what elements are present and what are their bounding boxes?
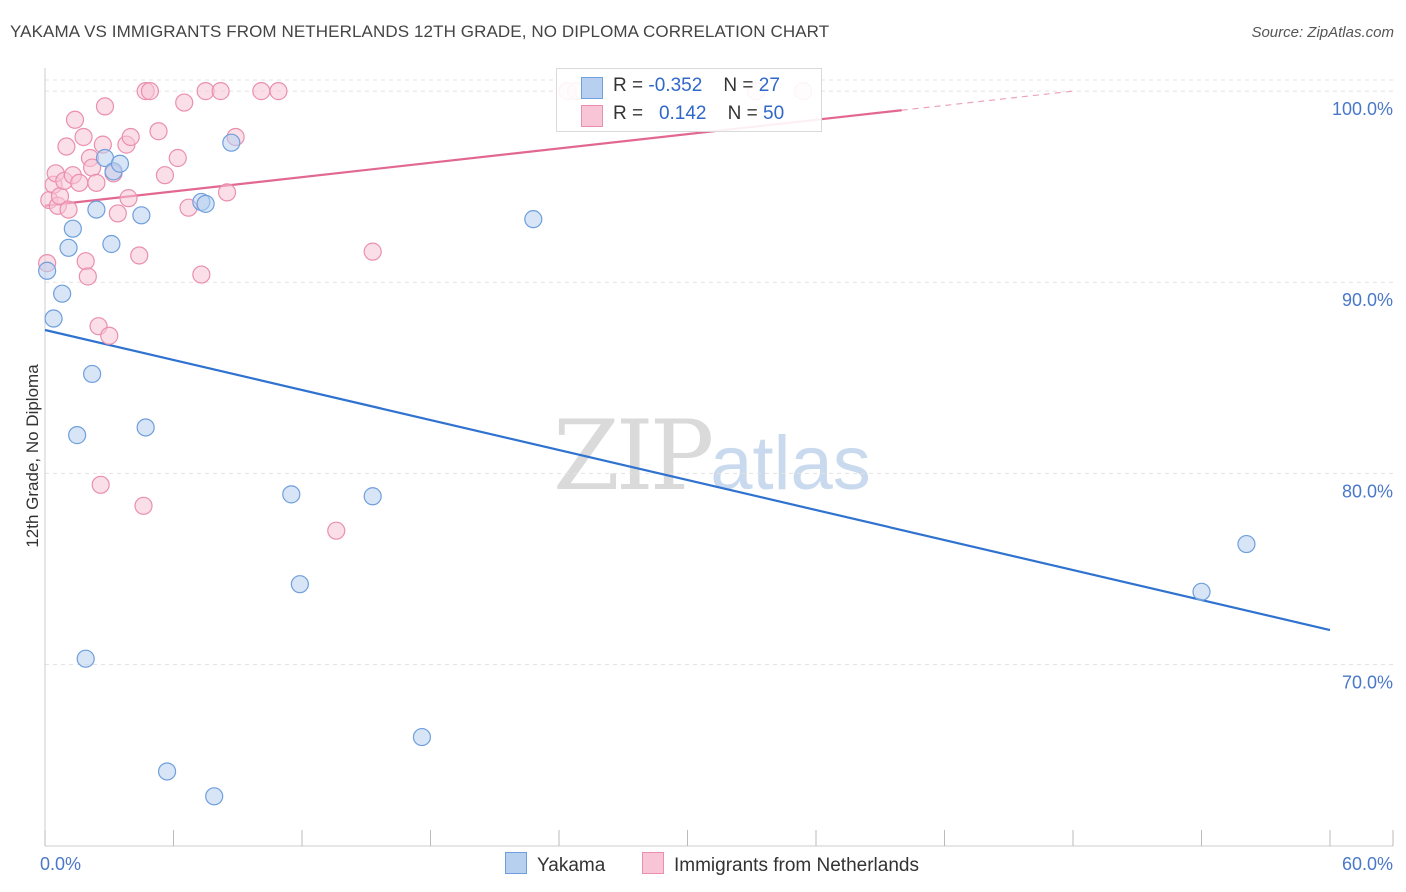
netherlands-point	[327, 521, 346, 540]
y-tick-label: 90.0%	[1342, 290, 1393, 310]
netherlands-point	[78, 267, 97, 286]
yakama-point	[132, 206, 151, 225]
netherlands-point	[269, 82, 288, 101]
tick-labels: 100.0% 90.0% 80.0% 70.0% 0.0% 60.0%	[40, 99, 1393, 874]
yakama-point	[38, 261, 57, 280]
legend-n-value: 27	[758, 75, 780, 96]
netherlands-point	[95, 97, 115, 116]
netherlands-point	[192, 265, 211, 284]
yakama-point	[136, 418, 155, 437]
yakama-trend-line	[44, 328, 1331, 632]
yakama-point	[59, 238, 78, 257]
data-points	[38, 82, 1256, 806]
netherlands-point	[252, 82, 271, 101]
yakama-point	[524, 210, 543, 229]
legend-item-netherlands: Immigrants from Netherlands	[642, 852, 919, 877]
netherlands-point	[363, 242, 382, 261]
netherlands-point	[57, 137, 76, 156]
y-tick-label: 80.0%	[1342, 481, 1393, 501]
legend-r-label: R =	[613, 103, 644, 124]
yakama-point	[222, 133, 241, 152]
stats-legend: R = -0.352 N = 27 R = 0.142 N = 50	[556, 68, 822, 132]
yakama-point	[412, 727, 432, 747]
netherlands-trend-extension	[901, 90, 1074, 111]
netherlands-point	[91, 475, 110, 494]
legend-n-label: N =	[727, 103, 758, 124]
yakama-point	[83, 364, 102, 384]
netherlands-point	[121, 127, 140, 147]
source-label: Source: ZipAtlas.com	[1251, 24, 1394, 41]
yakama-point	[110, 154, 130, 173]
yakama-point	[290, 575, 309, 594]
netherlands-point	[59, 200, 78, 219]
netherlands-point	[87, 173, 106, 192]
legend-r-value: -0.352	[648, 75, 703, 96]
legend-r-value: 0.142	[658, 103, 707, 124]
yakama-point	[102, 234, 121, 254]
axes	[44, 68, 1394, 847]
trend-lines	[44, 90, 1331, 632]
netherlands-point	[168, 148, 187, 168]
yakama-point	[1192, 582, 1211, 601]
grid-lines	[45, 79, 1393, 665]
yakama-swatch	[581, 77, 603, 99]
yakama-point	[53, 284, 72, 303]
yakama-point	[1237, 534, 1256, 554]
netherlands-point	[130, 246, 149, 265]
y-tick-label: 100.0%	[1332, 99, 1393, 119]
yakama-swatch	[505, 852, 527, 874]
netherlands-point	[211, 82, 230, 101]
y-tick-label: 70.0%	[1342, 672, 1393, 692]
netherlands-point	[74, 127, 93, 147]
yakama-point	[44, 309, 63, 328]
yakama-point	[196, 194, 215, 213]
netherlands-point	[108, 204, 127, 223]
netherlands-point	[100, 326, 119, 345]
legend-label-yakama: Yakama	[537, 855, 606, 876]
yakama-point	[157, 762, 177, 781]
yakama-point	[205, 787, 224, 806]
legend-item-yakama: Yakama	[505, 852, 605, 877]
x-tick-label: 60.0%	[1342, 854, 1393, 874]
netherlands-swatch	[581, 105, 603, 127]
netherlands-point	[65, 110, 85, 129]
yakama-point	[68, 426, 87, 445]
legend-n-value: 50	[763, 103, 785, 124]
netherlands-point	[155, 166, 175, 185]
netherlands-point	[140, 82, 160, 101]
netherlands-point	[134, 496, 153, 515]
x-tick-label: 0.0%	[40, 854, 81, 874]
legend-n-label: N =	[723, 75, 754, 96]
netherlands-point	[70, 173, 89, 192]
yakama-point	[63, 219, 82, 238]
chart-title: YAKAMA VS IMMIGRANTS FROM NETHERLANDS 12…	[10, 22, 830, 41]
legend-label-netherlands: Immigrants from Netherlands	[674, 855, 919, 876]
netherlands-swatch	[642, 852, 664, 874]
legend-r-label: R =	[613, 75, 644, 96]
yakama-point	[87, 200, 106, 219]
yakama-point	[363, 487, 382, 506]
netherlands-point	[149, 122, 168, 141]
netherlands-point	[119, 189, 138, 208]
netherlands-point	[175, 93, 194, 112]
yakama-point	[76, 649, 95, 668]
netherlands-point	[76, 252, 95, 271]
netherlands-point	[217, 183, 237, 202]
y-axis-label: 12th Grade, No Diploma	[23, 364, 42, 548]
yakama-point	[282, 485, 301, 504]
